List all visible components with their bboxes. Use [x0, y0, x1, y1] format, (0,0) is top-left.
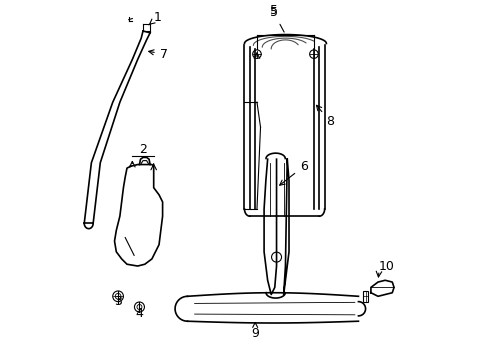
Text: 9: 9 [251, 323, 259, 339]
Text: 7: 7 [148, 48, 167, 61]
Text: 10: 10 [378, 260, 394, 273]
Text: 5: 5 [269, 4, 277, 17]
Text: 1: 1 [148, 11, 161, 25]
Text: 5: 5 [269, 6, 284, 32]
Text: 2: 2 [139, 143, 147, 156]
Text: 3: 3 [114, 295, 122, 308]
Text: 6: 6 [279, 160, 307, 185]
Bar [362, 291, 367, 302]
Text: 8: 8 [316, 105, 334, 129]
Text: 4: 4 [135, 307, 143, 320]
